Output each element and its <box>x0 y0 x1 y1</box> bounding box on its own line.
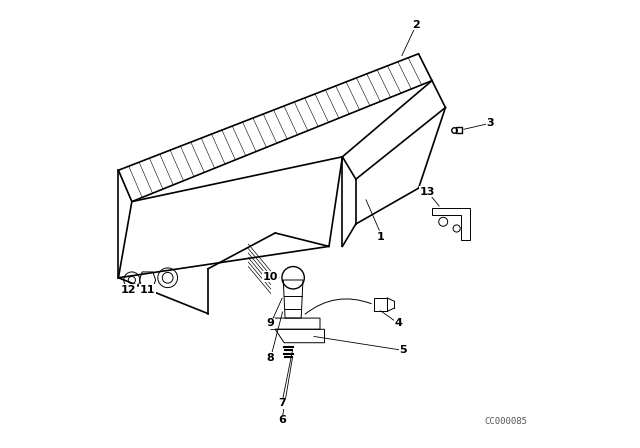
Text: 13: 13 <box>420 187 435 197</box>
Text: 7: 7 <box>278 398 286 408</box>
Text: 10: 10 <box>263 272 278 282</box>
Text: 6: 6 <box>278 415 286 425</box>
Text: 5: 5 <box>399 345 406 355</box>
Text: 3: 3 <box>486 118 494 128</box>
Text: 8: 8 <box>267 353 275 362</box>
Text: 9: 9 <box>267 319 275 328</box>
Text: 2: 2 <box>412 20 420 30</box>
Text: CC000085: CC000085 <box>484 417 527 426</box>
Text: 1: 1 <box>376 233 385 242</box>
Text: 4: 4 <box>394 319 403 328</box>
Text: 12: 12 <box>120 285 136 295</box>
Text: 11: 11 <box>140 285 156 295</box>
